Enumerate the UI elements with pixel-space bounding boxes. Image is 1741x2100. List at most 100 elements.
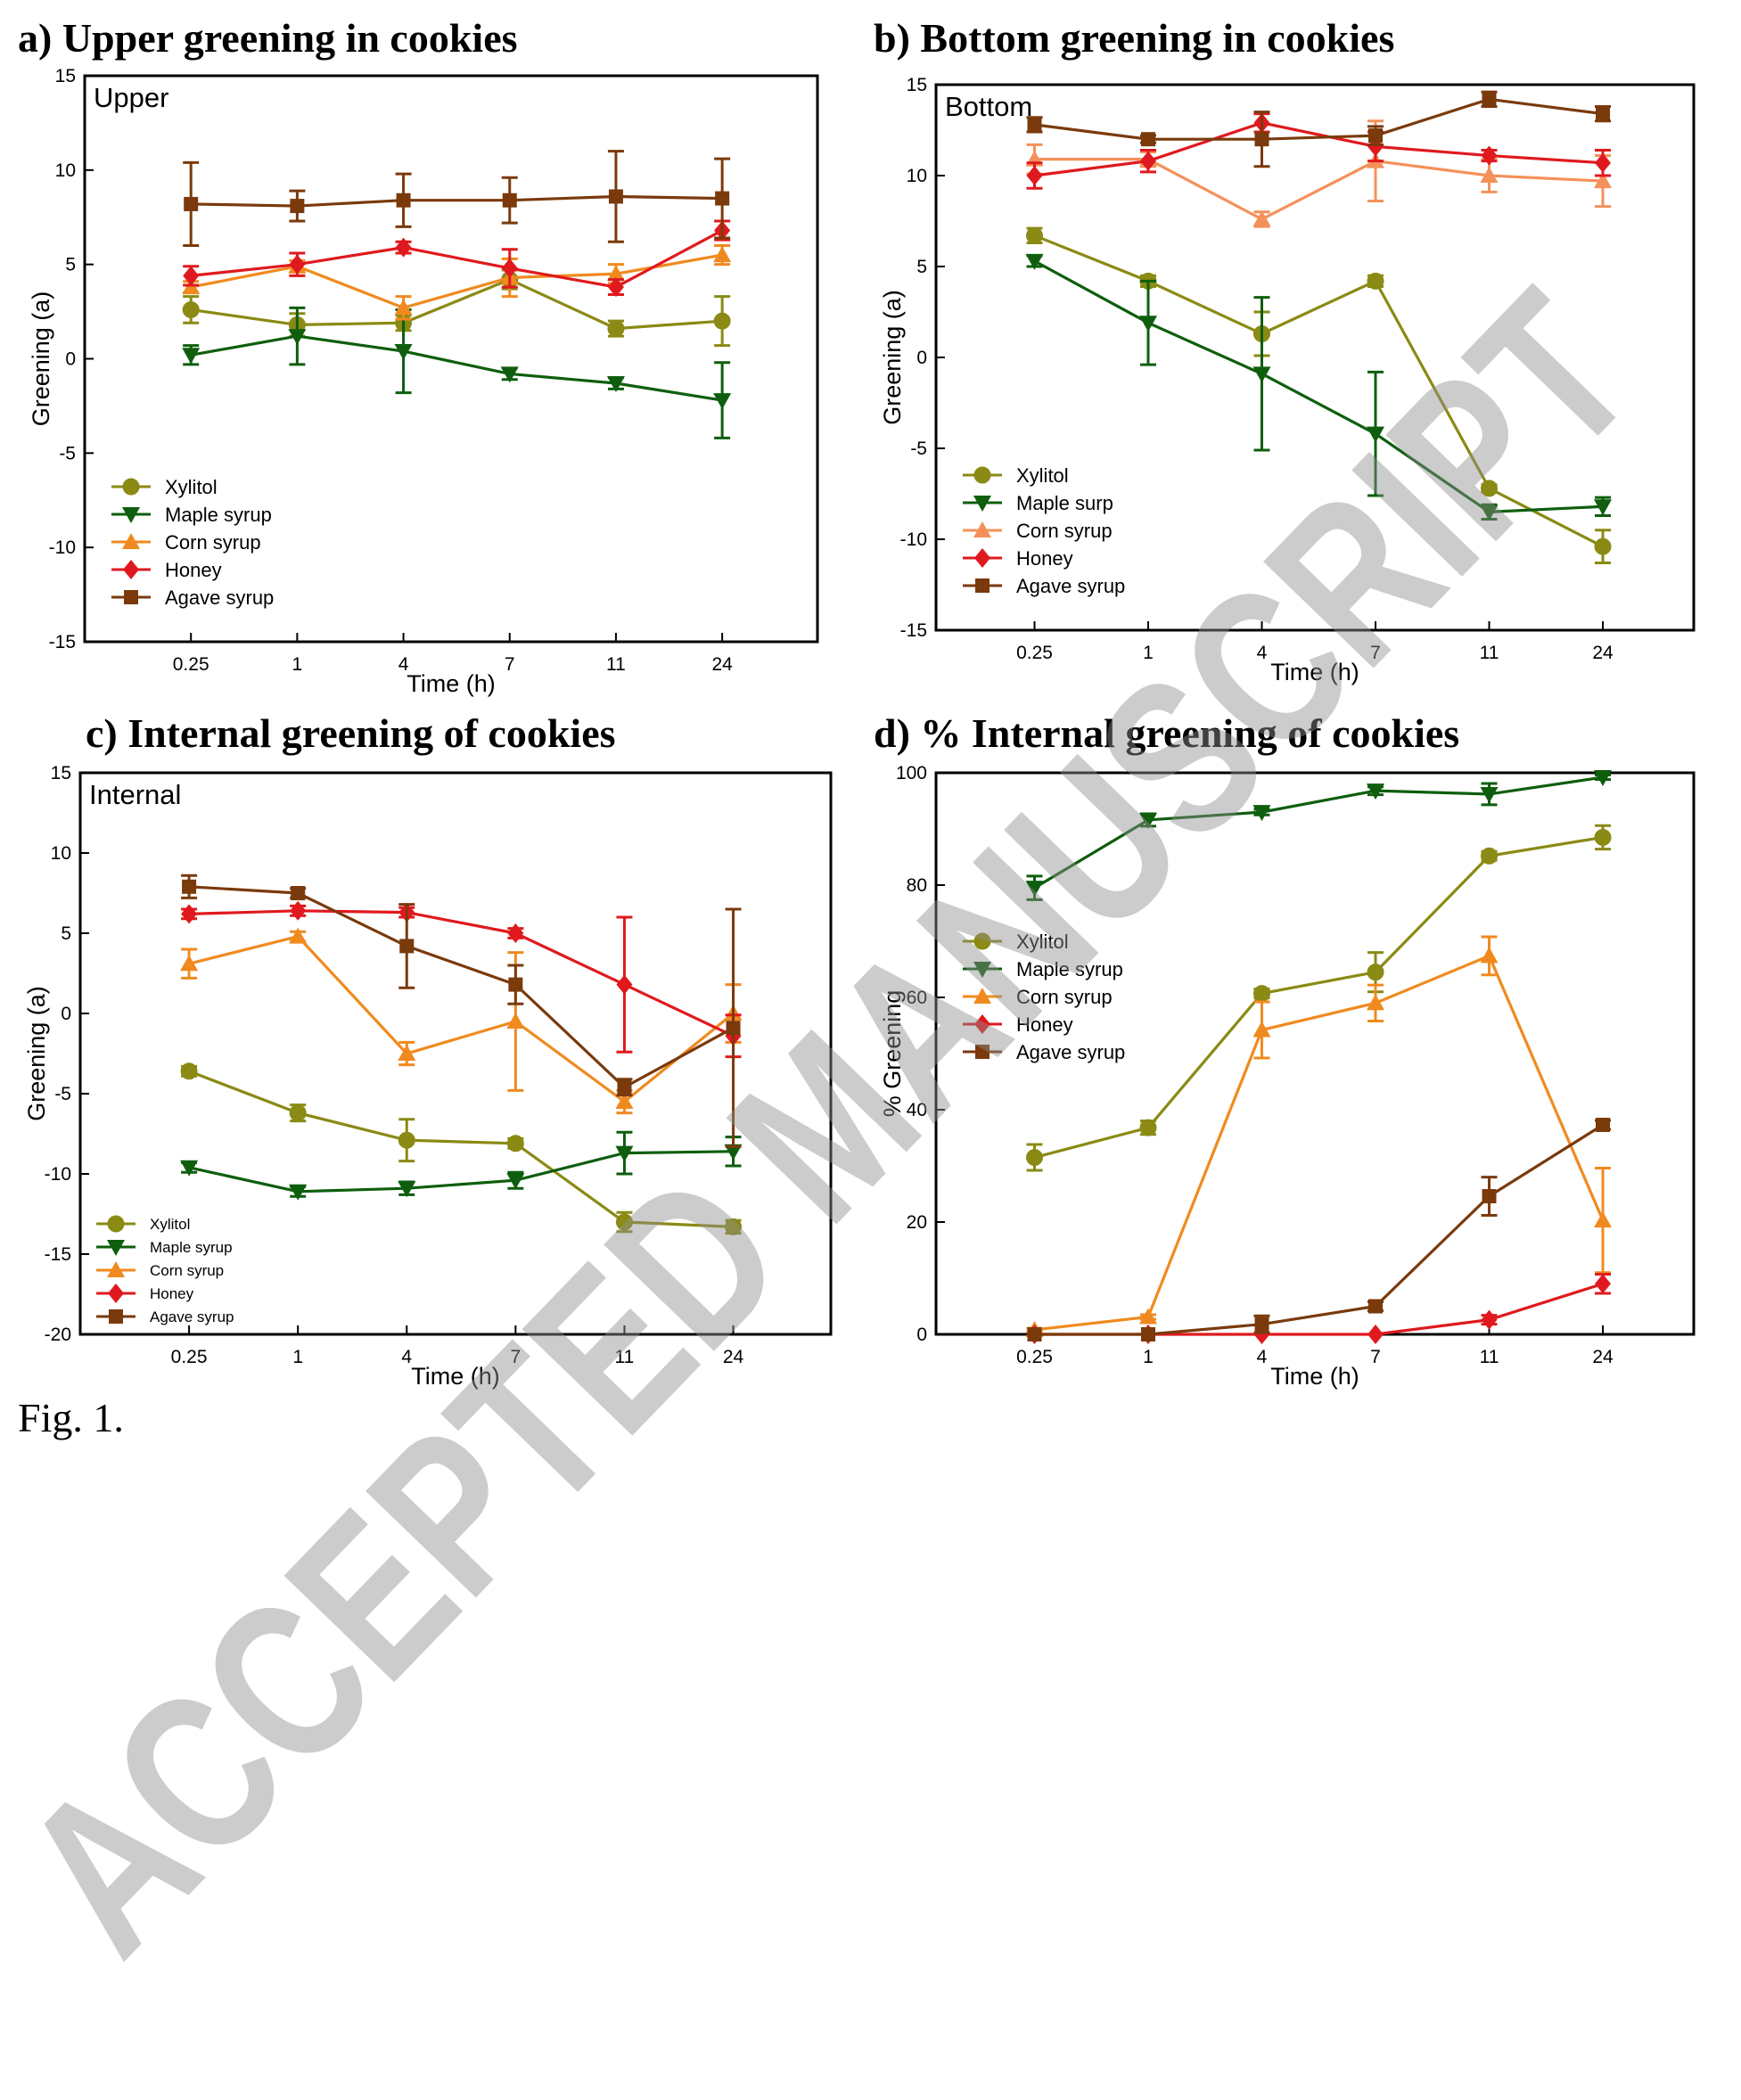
data-point xyxy=(180,1160,199,1177)
legend-label: Corn syrup xyxy=(1016,986,1113,1008)
data-point xyxy=(508,977,523,992)
data-point xyxy=(1368,128,1383,144)
data-point xyxy=(724,1144,743,1161)
legend-marker xyxy=(107,1215,125,1233)
series-line xyxy=(188,1070,734,1228)
data-point xyxy=(1026,226,1043,244)
y-tick-label: -15 xyxy=(900,620,927,641)
data-point xyxy=(1254,1317,1269,1332)
x-tick-label: 7 xyxy=(1370,643,1381,663)
data-point xyxy=(1367,426,1384,443)
series-agave-syrup xyxy=(183,150,731,247)
data-point xyxy=(1140,151,1156,171)
data-point xyxy=(713,312,731,330)
data-point xyxy=(182,300,200,318)
data-point xyxy=(1481,1309,1498,1330)
upper-greening-chart: -15 -10 -5 0 5 10 15 0.25 1 4 7 11 24 Time (h) Greenin… xyxy=(28,66,819,697)
panel-inner-label: Upper xyxy=(94,82,168,113)
data-point xyxy=(1596,106,1610,121)
x-tick-label: 24 xyxy=(711,654,733,675)
legend-marker xyxy=(974,548,990,568)
series-line xyxy=(190,334,723,402)
data-point xyxy=(1141,1327,1155,1341)
data-point xyxy=(1596,1118,1610,1133)
y-tick-label: -10 xyxy=(45,1164,71,1185)
series-line xyxy=(1033,259,1604,514)
legend: Xylitol Maple syrup Corn syrup Honey Agave s… xyxy=(96,1215,234,1325)
series-honey xyxy=(1026,112,1611,190)
legend-label: Maple syrup xyxy=(150,1239,233,1256)
legend-label: Corn syrup xyxy=(1016,520,1113,542)
legend-marker xyxy=(974,1014,990,1034)
legend-marker xyxy=(973,962,991,978)
legend-marker xyxy=(124,590,138,604)
data-point xyxy=(715,191,730,206)
data-point xyxy=(183,266,200,286)
series-honey xyxy=(181,900,742,1059)
y-tick-label: 15 xyxy=(51,763,71,783)
series-xylitol xyxy=(180,1062,743,1235)
data-point xyxy=(291,886,306,900)
data-point xyxy=(507,923,524,943)
data-point xyxy=(713,246,732,263)
data-point xyxy=(180,1062,198,1080)
series-honey xyxy=(183,219,731,298)
panel-inner-label: Internal xyxy=(89,779,181,810)
legend-label: Honey xyxy=(1016,1013,1073,1036)
series-line xyxy=(188,1150,734,1194)
data-point xyxy=(1139,1308,1157,1325)
y-axis-label: Greening (a) xyxy=(28,291,54,427)
y-tick-label: 0 xyxy=(65,349,76,370)
legend-marker xyxy=(122,533,140,549)
plot-frame xyxy=(83,74,819,644)
series-line xyxy=(189,909,735,1038)
x-tick-label: 0.25 xyxy=(1016,643,1053,663)
y-tick-label: 5 xyxy=(61,923,71,944)
data-point xyxy=(399,939,415,954)
legend-marker xyxy=(973,496,991,512)
legend-marker xyxy=(975,1045,990,1059)
y-tick-label: 0 xyxy=(916,348,927,368)
data-point xyxy=(1482,92,1497,107)
legend-marker xyxy=(973,932,991,950)
series-corn-syrup xyxy=(1025,935,1612,1337)
y-tick-label: 20 xyxy=(907,1212,927,1233)
legend-marker xyxy=(973,466,991,484)
data-point xyxy=(1254,132,1269,147)
x-tick-label: 24 xyxy=(723,1347,744,1367)
data-point xyxy=(181,904,198,924)
x-axis-label: Time (h) xyxy=(1270,1363,1359,1390)
data-point xyxy=(394,299,413,316)
y-tick-label: -5 xyxy=(59,443,76,463)
y-tick-label: 10 xyxy=(55,160,76,181)
data-point xyxy=(500,366,519,383)
y-tick-label: -15 xyxy=(49,632,76,652)
legend-marker xyxy=(122,478,140,496)
bottom-greening-chart: -15 -10 -5 0 5 10 15 0.25 1 4 7 11 24 Time (h) Greenin… xyxy=(879,75,1696,685)
data-point xyxy=(1139,1119,1157,1136)
legend: Xylitol Maple syrup Corn syrup Honey Agave s… xyxy=(111,476,274,609)
x-axis-label: Time (h) xyxy=(1270,659,1359,685)
x-tick-label: 0.25 xyxy=(173,654,209,675)
y-axis-label: Greening (a) xyxy=(23,986,50,1121)
data-point xyxy=(1595,1274,1611,1294)
data-point xyxy=(1481,480,1498,497)
data-point xyxy=(616,974,633,995)
data-point xyxy=(1594,828,1612,846)
data-point xyxy=(1594,499,1612,516)
series-line xyxy=(1034,954,1605,1332)
x-tick-label: 1 xyxy=(1143,643,1154,663)
legend-marker xyxy=(123,560,139,579)
legend-marker xyxy=(973,988,991,1004)
panel-inner-label: Bottom xyxy=(945,91,1032,122)
x-tick-label: 1 xyxy=(292,654,303,675)
y-tick-label: -10 xyxy=(49,537,76,558)
data-point xyxy=(615,1145,634,1162)
data-point xyxy=(184,196,199,211)
legend-label: Xylitol xyxy=(150,1216,190,1233)
y-tick-label: -20 xyxy=(45,1325,71,1345)
series-maple-surp xyxy=(1025,253,1612,521)
data-point xyxy=(288,329,307,346)
legend-label: Xylitol xyxy=(1016,931,1069,953)
series-line xyxy=(191,194,723,208)
